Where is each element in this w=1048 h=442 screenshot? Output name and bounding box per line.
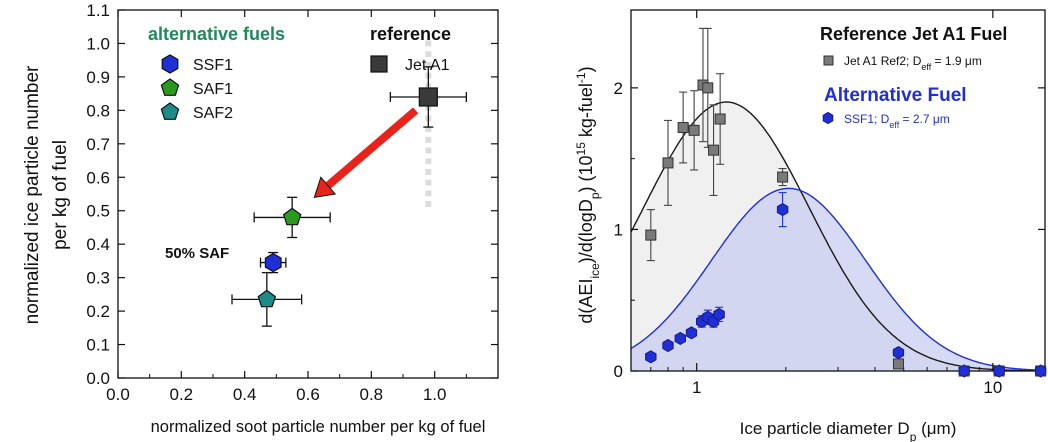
background-sample — [425, 40, 432, 47]
data-point-ssf1 — [713, 307, 725, 321]
data-point-ssf1 — [645, 350, 657, 364]
data-point-ssf1 — [958, 364, 970, 378]
legend-marker-jet-a1 — [370, 55, 388, 73]
background-sample — [425, 168, 432, 175]
data-point-ssf1 — [674, 331, 686, 345]
data-point-jet-a1 — [645, 229, 657, 241]
legend-title-alternative: Alternative Fuel — [824, 85, 967, 106]
data-point-ssf1 — [264, 252, 282, 273]
y-tick-label: 1 — [614, 220, 623, 239]
x-tick-label: 0.2 — [170, 385, 194, 404]
y-tick-label: 0.1 — [86, 336, 110, 355]
y-tick-label: 0.3 — [86, 269, 110, 288]
background-sample — [425, 179, 432, 186]
data-point-jet-a1 — [677, 122, 689, 134]
y-tick-label: 1.0 — [86, 34, 110, 53]
data-point-saf1 — [282, 207, 302, 226]
x-axis-label: Ice particle diameter Dp (μm) — [740, 419, 957, 442]
x-tick-label: 0.8 — [360, 385, 384, 404]
background-sample — [425, 201, 432, 208]
background-sample — [425, 51, 432, 58]
background-sample — [425, 158, 432, 165]
y-tick-label: 1.1 — [86, 1, 110, 20]
fit-curve-jet-a1-ref2 — [630, 101, 1045, 372]
data-point-jet-a1 — [714, 113, 726, 125]
data-point-jet-a1 — [777, 171, 789, 183]
data-point-saf2 — [257, 289, 277, 308]
data-point-jet-a1 — [688, 124, 700, 136]
legend-label-ssf1: SSF1 — [193, 57, 233, 74]
fit-fill-ssf1 — [631, 188, 1045, 371]
legend-label-saf2: SAF2 — [193, 105, 233, 122]
data-point-jet-a1 — [418, 87, 438, 107]
data-point-ssf1 — [662, 338, 674, 353]
background-sample — [425, 126, 432, 133]
legend-marker-saf2 — [160, 102, 180, 120]
y-tick-label: 0.4 — [86, 235, 110, 254]
x-tick-label: 0.6 — [296, 385, 320, 404]
legend-marker-ssf1 — [161, 54, 179, 74]
legend-marker-saf1 — [160, 78, 180, 96]
y-tick-label: 0.2 — [86, 302, 110, 321]
trend-arrow-shaft — [325, 107, 419, 189]
data-point-ssf1 — [993, 364, 1005, 378]
legend-marker-ssf1 — [822, 111, 834, 125]
legend-marker-jet-a1 — [823, 55, 834, 66]
legend-title-reference: Reference Jet A1 Fuel — [820, 24, 1007, 44]
y-tick-label: 2 — [614, 79, 623, 98]
background-sample — [425, 61, 432, 68]
x-tick-label: 1.0 — [423, 385, 447, 404]
trend-arrow-head — [313, 176, 337, 198]
y-tick-label: 0.7 — [86, 135, 110, 154]
y-axis-label: d(AEIice)/d(logDp) (1015 kg-fuel-1) — [574, 66, 602, 323]
background-sample — [425, 147, 432, 154]
data-point-ssf1 — [685, 326, 698, 340]
x-tick-label: 0.4 — [233, 385, 257, 404]
data-point-ssf1 — [776, 203, 789, 217]
y-tick-label: 0.6 — [86, 168, 110, 187]
x-tick-label: 10 — [983, 378, 1002, 397]
y-axis-label-line1: normalized ice particle number — [22, 65, 43, 324]
y-tick-label: 0.5 — [86, 202, 110, 221]
data-point-jet-a1 — [662, 157, 674, 169]
data-point-ssf1 — [892, 346, 905, 360]
legend-label-jet-a1: Jet A1 — [405, 57, 450, 74]
data-point-jet-a1 — [708, 144, 720, 156]
x-tick-label: 1 — [692, 378, 701, 397]
y-axis-label-line2: per kg of fuel — [50, 140, 71, 250]
fit-curve-ssf1 — [630, 187, 1046, 371]
y-tick-label: 0.0 — [86, 369, 110, 388]
left-scatter-chart: 0.0 0.1 0.2 0.3 0.4 0.5 0.6 0.7 0.8 0.9 1.0 1.1 0.0 0… — [22, 1, 499, 436]
legend-title-reference: reference — [370, 24, 451, 44]
background-sample — [425, 190, 432, 197]
y-tick-label: 0.9 — [86, 68, 110, 87]
y-tick-label: 0.8 — [86, 101, 110, 120]
x-tick-label: 0.0 — [106, 385, 130, 404]
right-size-distribution-chart: 0 1 2 1 10 Ice particle diameter Dp (μm) d(AEI… — [574, 9, 1047, 442]
annotation-50-saf: 50% SAF — [165, 245, 229, 262]
legend-label-jet-a1-ref2: Jet A1 Ref2; Deff = 1.9 μm — [844, 54, 982, 72]
legend-label-saf1: SAF1 — [193, 81, 233, 98]
legend-title-alternative: alternative fuels — [148, 24, 285, 44]
legend-label-ssf1: SSF1; Deff = 2.7 μm — [844, 112, 950, 130]
background-sample — [425, 136, 432, 143]
data-point-ssf1 — [1034, 364, 1047, 378]
y-tick-label: 0 — [614, 362, 623, 381]
data-point-jet-a1 — [702, 82, 714, 94]
data-point-jet-a1 — [892, 358, 904, 370]
x-axis-label: normalized soot particle number per kg o… — [151, 418, 486, 436]
